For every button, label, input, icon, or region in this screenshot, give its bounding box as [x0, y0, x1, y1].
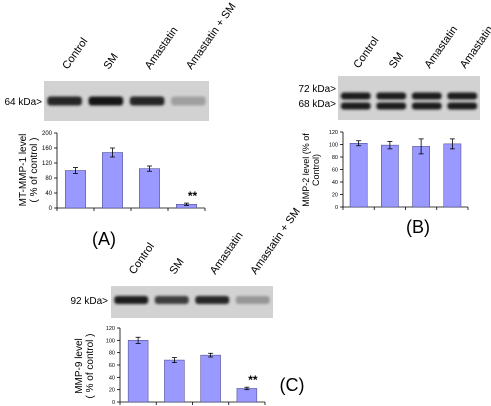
western-blot-a: 64 kDa> — [4, 81, 209, 121]
blot-band — [114, 296, 149, 304]
western-blot-c: 92 kDa> — [70, 286, 273, 318]
lane-label: SM — [387, 50, 406, 70]
panel-label-a: (A) — [92, 229, 116, 249]
y-axis-label-line: Control) — [311, 154, 321, 186]
kda-marker: 92 kDa> — [70, 296, 108, 307]
y-tick-label: 60 — [332, 167, 338, 173]
bar-chart-a: 0 40 80 120 160 200 ** MT-MMP-1 level( % of con… — [18, 131, 206, 212]
y-tick-label: 0 — [49, 206, 53, 212]
y-axis-label-line: MMP-2 level (% of — [301, 133, 311, 207]
y-tick-label: 200 — [42, 131, 53, 137]
blot-band — [235, 296, 270, 304]
bar-chart-c: 0 20 40 60 80 100 120 ** MMP-9 level( % of contr… — [74, 326, 266, 406]
y-axis-label-line: MMP-9 level — [74, 338, 85, 394]
lane-label: Control — [127, 241, 157, 277]
blot-band — [47, 96, 82, 106]
bar — [200, 354, 221, 403]
lane-label: Amastatin + SM — [248, 206, 303, 277]
y-tick-label: 0 — [335, 205, 338, 211]
lane-label: Amastatin + SM — [184, 1, 239, 72]
blot-band — [340, 92, 371, 100]
y-tick-label: 40 — [109, 375, 115, 381]
blot-band — [340, 102, 371, 110]
y-axis-label-line: ( % of control ) — [85, 333, 96, 398]
bar — [236, 388, 258, 403]
blot-band — [129, 96, 165, 106]
blot-band — [195, 296, 230, 304]
y-tick-label: 120 — [329, 130, 338, 136]
bar — [139, 168, 160, 209]
blot-band — [376, 102, 407, 110]
bar — [412, 146, 430, 208]
bar — [164, 359, 185, 403]
y-tick-label: 80 — [45, 176, 52, 182]
lane-label: Control — [60, 36, 90, 72]
blot-band — [376, 92, 407, 100]
y-tick-label: 0 — [112, 400, 115, 406]
y-tick-label: 160 — [42, 146, 53, 152]
bar-chart-b: 0 20 40 60 80 100 120 MMP-2 level (% ofControl) — [301, 130, 469, 211]
blot-band — [411, 92, 442, 100]
bar — [65, 170, 86, 209]
y-tick-label: 20 — [109, 388, 115, 394]
lane-label: Amastatin — [422, 24, 460, 71]
y-tick-label: 60 — [109, 363, 115, 369]
y-tick-label: 40 — [45, 191, 52, 197]
y-axis-label-line: ( % of control ) — [29, 137, 40, 202]
y-axis-label: MT-MMP-1 level( % of control ) — [18, 134, 40, 207]
western-blot-b: 72 kDa> 68 kDa> — [298, 76, 480, 120]
y-axis-label: MMP-2 level (% ofControl) — [301, 133, 321, 207]
significance-marker: ** — [248, 373, 258, 387]
kda-marker: 64 kDa> — [4, 97, 42, 108]
y-tick-label: 40 — [332, 180, 338, 186]
panel-a: Control SM Amastatin Amastatin + SM 64 kDa>… — [4, 1, 238, 249]
y-tick-label: 100 — [106, 338, 115, 344]
kda-marker: 72 kDa> — [298, 84, 336, 95]
lane-label: Amastatin — [208, 230, 246, 277]
significance-marker: ** — [188, 189, 198, 203]
y-tick-label: 80 — [332, 155, 338, 161]
bar — [349, 143, 368, 208]
lane-label: Amastatin — [143, 25, 181, 72]
y-tick-label: 120 — [42, 161, 53, 167]
lane-label: SM — [102, 51, 121, 71]
blot-band — [154, 296, 189, 304]
bar — [102, 152, 123, 209]
y-axis-label: MMP-9 level( % of control ) — [74, 333, 96, 398]
kda-marker: 68 kDa> — [298, 99, 336, 110]
lane-label: SM — [167, 256, 186, 276]
y-tick-label: 20 — [332, 192, 338, 198]
blot-band — [171, 96, 206, 106]
lane-label: Amastatin + SM — [458, 0, 491, 71]
blot-band — [447, 92, 478, 100]
bar — [443, 143, 462, 208]
blot-band — [447, 102, 478, 110]
blot-band — [88, 96, 124, 106]
lane-labels-c: Control SM Amastatin Amastatin + SM — [127, 206, 303, 277]
bar — [381, 144, 399, 208]
panel-label-b: (B) — [406, 217, 430, 237]
blot-band — [411, 102, 442, 110]
y-axis-label-line: MT-MMP-1 level — [18, 134, 29, 207]
lane-label: Control — [351, 35, 381, 71]
bar — [127, 340, 149, 403]
y-tick-label: 100 — [329, 142, 338, 148]
y-tick-label: 80 — [109, 351, 115, 357]
y-tick-label: 120 — [106, 326, 115, 332]
lane-labels-a: Control SM Amastatin Amastatin + SM — [60, 1, 238, 72]
panel-label-c: (C) — [280, 375, 305, 395]
